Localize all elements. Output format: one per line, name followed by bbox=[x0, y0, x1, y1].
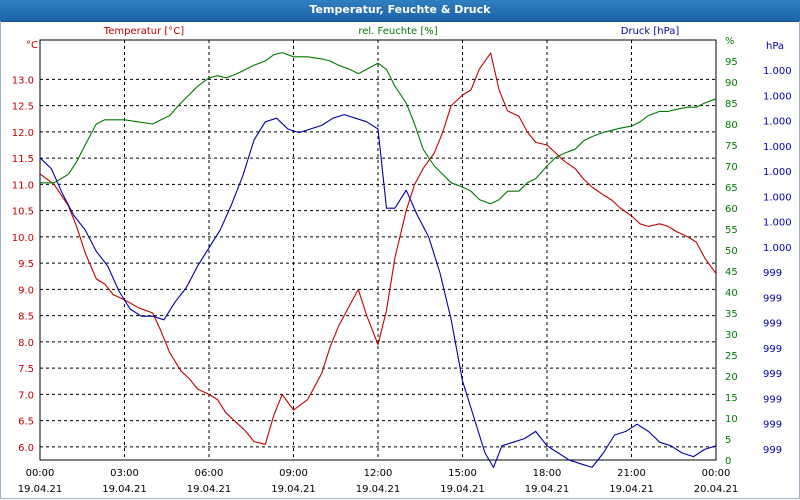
y-tick-humidity: 20 bbox=[725, 372, 738, 383]
window-title: Temperatur, Feuchte & Druck bbox=[309, 3, 491, 16]
x-tick-date: 19.04.21 bbox=[525, 484, 570, 495]
y-tick-temperature: 9.5 bbox=[18, 259, 34, 270]
y-tick-humidity: 30 bbox=[725, 330, 738, 341]
x-tick-date: 19.04.21 bbox=[18, 484, 63, 495]
y-tick-humidity: 15 bbox=[725, 393, 738, 404]
x-tick-time: 12:00 bbox=[364, 468, 393, 479]
y-tick-temperature: 6.0 bbox=[18, 443, 34, 454]
x-tick-time: 21:00 bbox=[617, 468, 646, 479]
x-tick-time: 00:00 bbox=[26, 468, 55, 479]
title-bar: Temperatur, Feuchte & Druck bbox=[0, 0, 800, 22]
x-tick-date: 19.04.21 bbox=[356, 484, 401, 495]
y-tick-humidity: 55 bbox=[725, 225, 738, 236]
y-tick-temperature: 10.0 bbox=[12, 233, 34, 244]
y-tick-humidity: 0 bbox=[725, 456, 731, 467]
y-tick-temperature: 8.5 bbox=[18, 312, 34, 323]
x-tick-date: 19.04.21 bbox=[609, 484, 654, 495]
y-tick-pressure: 999 bbox=[763, 268, 782, 279]
x-tick-time: 06:00 bbox=[195, 468, 224, 479]
x-tick-time: 09:00 bbox=[279, 468, 308, 479]
y-tick-pressure: 999 bbox=[763, 394, 782, 405]
y-tick-pressure: 1.000 bbox=[763, 66, 792, 77]
y-tick-temperature: 11.5 bbox=[12, 154, 34, 165]
y-tick-pressure: 999 bbox=[763, 445, 782, 456]
series-line-humidity bbox=[40, 52, 717, 205]
y-tick-pressure: 1.000 bbox=[763, 218, 792, 229]
legend-pressure: Druck [hPa] bbox=[621, 26, 680, 37]
y-tick-pressure: 999 bbox=[763, 293, 782, 304]
x-tick-time: 00:00 bbox=[702, 468, 731, 479]
series-line-temperature bbox=[39, 52, 717, 445]
y-tick-temperature: 12.0 bbox=[12, 128, 34, 139]
y-tick-humidity: % bbox=[725, 36, 735, 47]
y-tick-temperature: 10.5 bbox=[12, 207, 34, 218]
y-tick-humidity: 85 bbox=[725, 99, 738, 110]
y-tick-pressure: 1.000 bbox=[763, 91, 792, 102]
x-tick-date: 19.04.21 bbox=[187, 484, 232, 495]
x-tick-time: 18:00 bbox=[533, 468, 562, 479]
x-tick-date: 20.04.21 bbox=[694, 484, 739, 495]
y-tick-humidity: 10 bbox=[725, 414, 738, 425]
x-tick-time: 15:00 bbox=[448, 468, 477, 479]
y-tick-pressure: 1.000 bbox=[763, 117, 792, 128]
y-tick-humidity: 45 bbox=[725, 267, 738, 278]
axis-unit-pressure: hPa bbox=[766, 41, 784, 52]
y-tick-humidity: 5 bbox=[725, 435, 731, 446]
y-tick-pressure: 999 bbox=[763, 319, 782, 330]
y-tick-temperature: 12.5 bbox=[12, 102, 34, 113]
y-tick-pressure: 1.000 bbox=[763, 243, 792, 254]
y-tick-humidity: 60 bbox=[725, 204, 738, 215]
y-tick-humidity: 50 bbox=[725, 246, 738, 257]
y-tick-humidity: 75 bbox=[725, 141, 738, 152]
y-tick-temperature: 7.5 bbox=[18, 364, 34, 375]
y-tick-humidity: 25 bbox=[725, 351, 738, 362]
y-tick-humidity: 40 bbox=[725, 288, 738, 299]
axis-unit-temperature: °C bbox=[26, 40, 38, 51]
y-tick-humidity: 80 bbox=[725, 120, 738, 131]
y-tick-temperature: 11.0 bbox=[12, 180, 34, 191]
y-tick-humidity: 65 bbox=[725, 183, 738, 194]
y-tick-pressure: 999 bbox=[763, 344, 782, 355]
y-tick-temperature: 7.0 bbox=[18, 390, 34, 401]
y-tick-pressure: 1.000 bbox=[763, 167, 792, 178]
y-tick-temperature: 6.5 bbox=[18, 417, 34, 428]
series-line-pressure bbox=[39, 114, 717, 468]
legend-humidity: rel. Feuchte [%] bbox=[358, 26, 437, 37]
y-tick-pressure: 1.000 bbox=[763, 142, 792, 153]
y-tick-temperature: 13.0 bbox=[12, 75, 34, 86]
x-tick-date: 19.04.21 bbox=[440, 484, 485, 495]
x-tick-date: 19.04.21 bbox=[102, 484, 147, 495]
y-tick-pressure: 1.000 bbox=[763, 192, 792, 203]
y-tick-humidity: 70 bbox=[725, 162, 738, 173]
y-tick-humidity: 90 bbox=[725, 78, 738, 89]
y-tick-temperature: 9.0 bbox=[18, 285, 34, 296]
legend-temperature: Temperatur [°C] bbox=[103, 26, 184, 37]
y-tick-humidity: 95 bbox=[725, 57, 738, 68]
y-tick-humidity: 35 bbox=[725, 309, 738, 320]
y-tick-pressure: 999 bbox=[763, 420, 782, 431]
y-tick-temperature: 8.0 bbox=[18, 338, 34, 349]
x-tick-date: 19.04.21 bbox=[271, 484, 316, 495]
x-tick-time: 03:00 bbox=[110, 468, 139, 479]
y-tick-pressure: 999 bbox=[763, 369, 782, 380]
